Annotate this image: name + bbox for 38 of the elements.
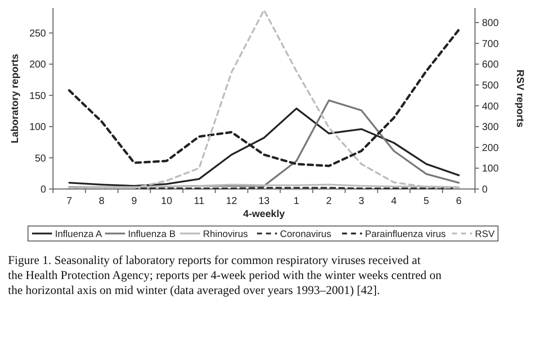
y2-tick-label: 0 (482, 184, 488, 196)
y2-tick-label: 400 (482, 101, 500, 112)
x-tick-label: 12 (226, 196, 238, 207)
y2-tick-label: 800 (482, 18, 500, 30)
legend-label: Influenza A (55, 229, 103, 240)
x-tick-label: 6 (456, 196, 462, 207)
legend-label: Parainfluenza virus (365, 229, 446, 240)
legend-label: Influenza B (128, 229, 176, 240)
caption: Figure 1. Seasonality of laboratory reports for common respiratory viruses received at the Health Protection Agency; reports per 4-week period with the winter weeks centred on the horizontal axis on mid winter (data averaged over years 1993–2001) [42]. (8, 253, 442, 297)
x-tick-label: 9 (131, 196, 138, 207)
legend-label: Coronavirus (280, 229, 332, 240)
x-tick-label: 4 (391, 196, 398, 207)
x-tick-label: 5 (424, 196, 430, 207)
y2-tick-label: 700 (482, 38, 500, 50)
y2-tick-label: 600 (482, 60, 500, 71)
x-tick-label: 8 (98, 196, 105, 207)
x-tick-label: 13 (258, 196, 270, 207)
y2-tick-label: 100 (482, 164, 500, 175)
y-tick-label: 0 (40, 184, 46, 196)
y2-axis-title: RSV reports (514, 70, 525, 128)
y-tick-label: 100 (29, 122, 46, 134)
x-tick-label: 3 (358, 196, 365, 207)
x-axis-title: 4-weekly (243, 209, 286, 220)
x-tick-label: 1 (294, 196, 300, 207)
y2-tick-label: 200 (482, 142, 500, 154)
y-tick-label: 50 (34, 153, 46, 164)
y-axis-title: Laboratory reports (10, 53, 21, 144)
legend-label: Rhinovirus (203, 229, 248, 240)
y-tick-label: 250 (29, 28, 46, 40)
y2-tick-label: 300 (482, 122, 500, 134)
x-tick-label: 10 (161, 196, 173, 207)
y-tick-label: 200 (29, 60, 46, 71)
x-tick-label: 11 (194, 196, 205, 207)
y-tick-label: 150 (29, 90, 46, 102)
x-tick-label: 7 (66, 196, 72, 207)
legend-label: RSV (475, 229, 496, 240)
x-tick-label: 2 (326, 196, 332, 207)
y2-tick-label: 500 (482, 80, 500, 92)
